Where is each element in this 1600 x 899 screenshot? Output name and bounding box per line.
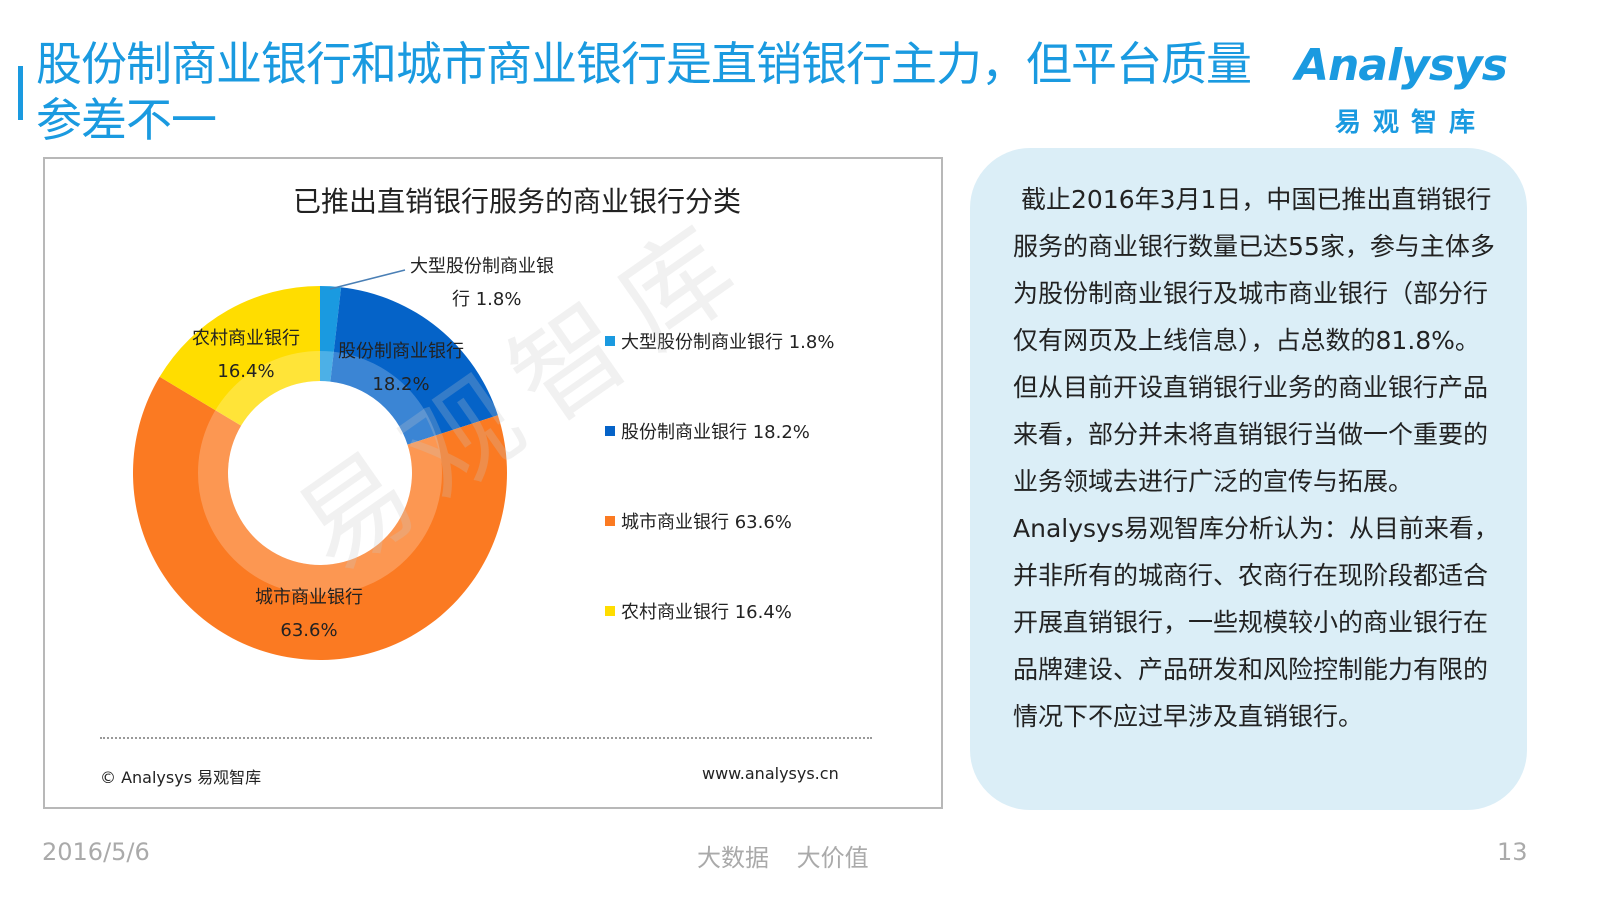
leader-line <box>329 269 406 290</box>
page-number: 13 <box>1497 838 1528 866</box>
slice-city <box>132 376 507 660</box>
donut-chart <box>132 269 507 660</box>
logo-text-cn: 易观智库 <box>1335 108 1488 138</box>
legend-item-large-joint-stock: 大型股份制商业银行 1.8% <box>605 328 834 354</box>
legend-swatch <box>605 516 615 526</box>
data-label-city: 城市商业银行 63.6% <box>255 587 363 641</box>
logo-text-en: Analysys <box>1295 40 1508 91</box>
data-label-joint-stock: 股份制商业银行 18.2% <box>338 341 464 395</box>
chart-copyright: © Analysys 易观智库 <box>100 768 262 787</box>
watermark-ring <box>198 351 442 595</box>
data-label-rural: 农村商业银行 16.4% <box>192 328 300 382</box>
slice-rural <box>159 286 320 426</box>
title-accent-bar <box>18 66 23 120</box>
chart-website[interactable]: www.analysys.cn <box>702 764 839 783</box>
slice-large-joint-stock <box>320 286 342 382</box>
footer-date: 2016/5/6 <box>42 838 150 866</box>
divider <box>100 737 872 739</box>
legend-item-joint-stock: 股份制商业银行 18.2% <box>605 418 810 444</box>
chart-frame <box>43 157 943 809</box>
legend-swatch <box>605 426 615 436</box>
legend-item-city: 城市商业银行 63.6% <box>605 508 792 534</box>
analysis-paragraph: 截止2016年3月1日，中国已推出直销银行服务的商业银行数量已达55家，参与主体… <box>1013 185 1495 496</box>
data-label-large-joint-stock: 大型股份制商业银 行 1.8% <box>410 256 554 310</box>
footer-slogan: 大数据 大价值 <box>697 844 869 872</box>
legend-item-rural: 农村商业银行 16.4% <box>605 598 792 624</box>
page-title: 股份制商业银行和城市商业银行是直销银行主力，但平台质量参差不一 <box>36 37 1252 147</box>
legend-swatch <box>605 606 615 616</box>
chart-title: 已推出直销银行服务的商业银行分类 <box>292 185 741 218</box>
slice-joint-stock <box>330 287 498 445</box>
analysis-textbox <box>970 148 1527 810</box>
legend-swatch <box>605 336 615 346</box>
analysis-text: 截止2016年3月1日，中国已推出直销银行服务的商业银行数量已达55家，参与主体… <box>1013 176 1503 740</box>
analysys-logo: Analysys 易观智库 <box>1295 40 1525 140</box>
analysis-paragraph: Analysys易观智库分析认为：从目前来看，并非所有的城商行、农商行在现阶段都… <box>1013 514 1499 731</box>
